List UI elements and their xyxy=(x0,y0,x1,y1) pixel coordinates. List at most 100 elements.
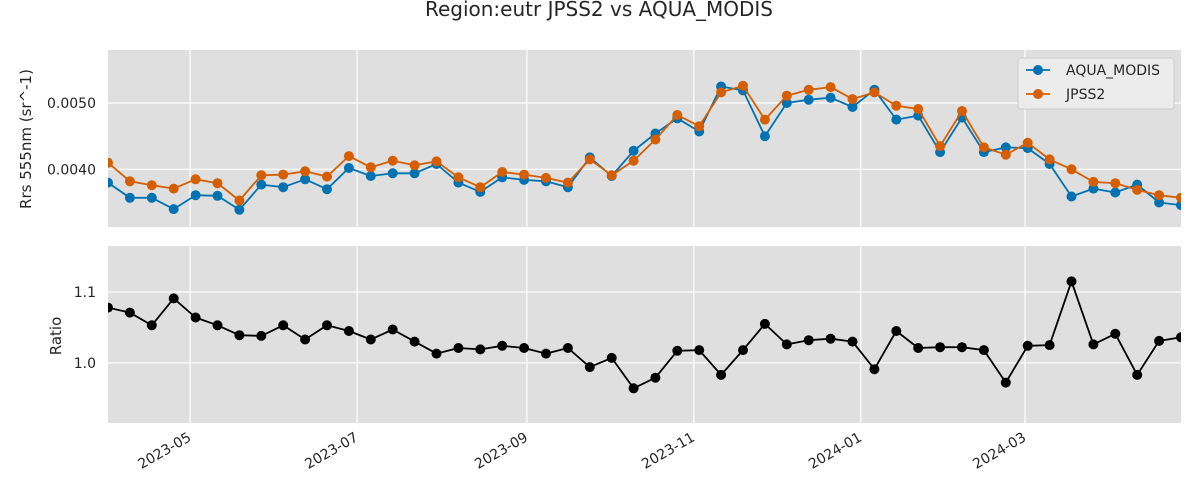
data-point xyxy=(300,166,311,177)
data-point xyxy=(825,82,836,93)
data-point xyxy=(978,345,989,356)
data-point xyxy=(1066,164,1077,175)
data-point xyxy=(190,174,201,185)
data-point xyxy=(913,343,924,353)
data-point xyxy=(168,293,179,304)
top-y-axis-label: Rrs 555nm (sr^-1) xyxy=(17,69,35,209)
data-point xyxy=(781,90,792,101)
data-point xyxy=(300,334,311,345)
legend-box xyxy=(1017,57,1175,110)
y-tick-label: 0.0040 xyxy=(47,162,96,178)
data-point xyxy=(1066,191,1077,202)
data-point xyxy=(803,94,814,105)
data-point xyxy=(716,369,727,380)
data-point xyxy=(256,330,267,341)
x-tick-label: 2024-01 xyxy=(806,430,865,473)
data-point xyxy=(1044,154,1055,165)
data-point xyxy=(124,307,135,318)
data-point xyxy=(891,100,902,111)
x-tick-label: 2023-07 xyxy=(302,430,361,473)
data-point xyxy=(1000,142,1011,153)
series-layer xyxy=(108,80,1181,394)
data-point xyxy=(847,94,858,105)
data-point xyxy=(190,312,201,323)
data-point xyxy=(628,383,639,394)
data-point xyxy=(869,87,880,98)
data-point xyxy=(957,106,967,116)
data-point xyxy=(606,170,617,181)
data-point xyxy=(431,348,442,359)
data-point xyxy=(343,151,354,162)
data-point xyxy=(168,204,179,215)
data-point xyxy=(781,339,792,350)
data-point xyxy=(1022,137,1033,148)
data-point xyxy=(365,171,376,181)
data-point xyxy=(738,80,748,91)
data-point xyxy=(1088,176,1099,187)
data-point xyxy=(365,334,376,345)
data-point xyxy=(803,335,814,346)
data-point xyxy=(108,177,113,188)
data-point xyxy=(409,160,420,171)
data-point xyxy=(234,330,245,341)
data-point xyxy=(212,190,223,201)
data-point xyxy=(278,182,289,193)
data-point xyxy=(146,320,157,331)
data-point xyxy=(278,320,289,331)
x-tick-label: 2024-03 xyxy=(970,430,1029,473)
data-point xyxy=(212,178,223,189)
y-tick-label: 1.0 xyxy=(74,356,96,372)
data-point xyxy=(628,145,639,156)
data-point xyxy=(124,176,135,187)
y-tick-label: 1.1 xyxy=(74,285,96,301)
data-point xyxy=(1066,276,1077,287)
data-point xyxy=(562,177,573,188)
data-point xyxy=(650,372,661,383)
data-point xyxy=(891,326,902,336)
data-point xyxy=(628,155,639,166)
data-point xyxy=(1176,192,1181,203)
data-point xyxy=(541,348,551,359)
data-point xyxy=(825,333,836,344)
data-point xyxy=(519,343,530,353)
x-tick-label: 2023-11 xyxy=(639,430,698,473)
data-point xyxy=(1176,332,1181,343)
legend-jpss2-marker xyxy=(1033,89,1043,99)
data-point xyxy=(1000,149,1011,160)
data-point xyxy=(759,131,770,142)
data-point xyxy=(124,192,135,203)
data-point xyxy=(409,336,420,347)
data-point xyxy=(1000,377,1011,388)
chart-title: Region:eutr JPSS2 vs AQUA_MODIS xyxy=(425,0,773,21)
data-point xyxy=(584,154,595,165)
data-point xyxy=(278,169,289,180)
data-point xyxy=(387,324,398,335)
data-point xyxy=(584,362,595,373)
data-point xyxy=(322,320,332,331)
data-point xyxy=(212,320,223,331)
data-point xyxy=(957,342,967,353)
data-point xyxy=(343,163,354,173)
data-point xyxy=(672,345,683,356)
data-point xyxy=(694,345,705,356)
data-point xyxy=(1154,335,1165,346)
legend-aqua-label: AQUA_MODIS xyxy=(1066,63,1160,79)
data-point xyxy=(1110,187,1121,198)
data-point xyxy=(1132,369,1143,380)
data-point xyxy=(409,168,420,179)
data-point xyxy=(365,162,376,173)
data-point xyxy=(387,168,398,179)
data-point xyxy=(781,98,792,108)
data-point xyxy=(759,318,770,329)
bottom-y-axis-label: Ratio xyxy=(47,317,65,356)
data-point xyxy=(562,343,573,353)
data-point xyxy=(431,156,442,167)
data-point xyxy=(606,352,617,363)
data-point xyxy=(913,104,924,114)
data-point xyxy=(234,204,245,215)
data-point xyxy=(978,142,989,153)
y-tick-label: 0.0050 xyxy=(47,96,96,112)
data-point xyxy=(256,170,267,181)
